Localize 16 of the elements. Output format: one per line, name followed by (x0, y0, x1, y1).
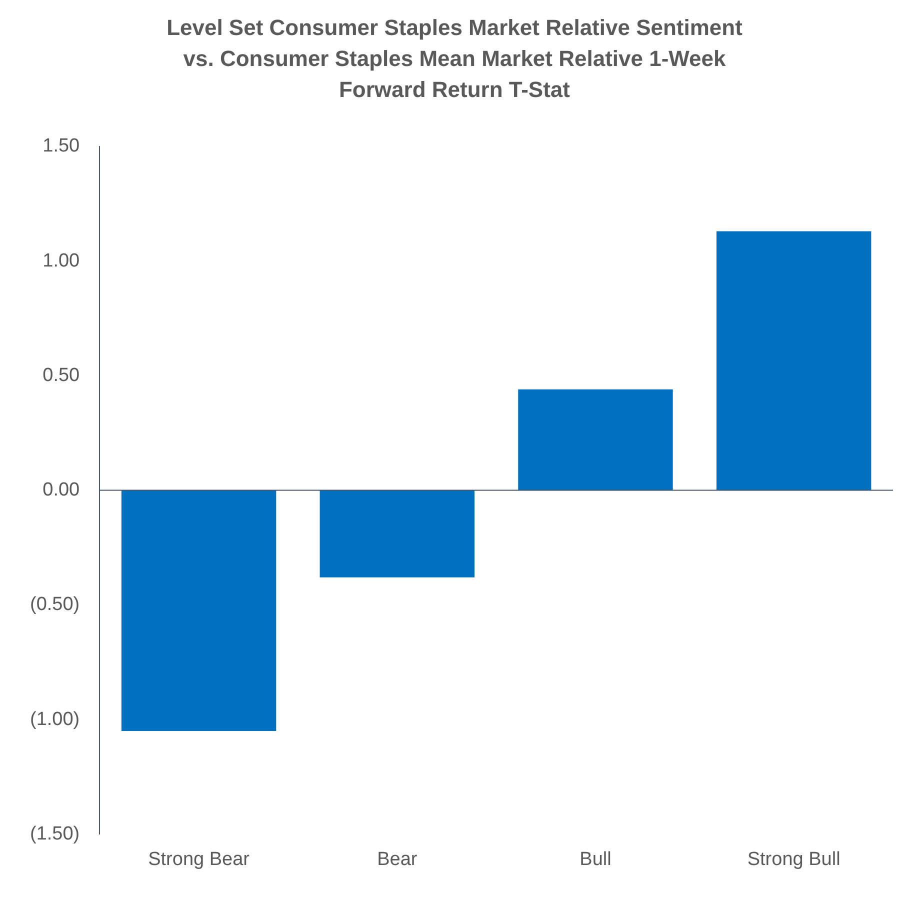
x-tick-label: Strong Bear (148, 848, 250, 870)
y-tick-label: 1.50 (42, 136, 80, 157)
x-tick-label: Bear (377, 848, 418, 870)
y-tick-label: 0.00 (42, 480, 80, 501)
bar (716, 231, 872, 490)
y-tick-label: 1.00 (42, 250, 80, 272)
y-tick-label: (1.00) (30, 708, 80, 730)
x-tick-label: Bull (580, 848, 612, 870)
bar (121, 490, 276, 732)
y-tick-label: 0.50 (42, 364, 80, 386)
bar (320, 490, 474, 578)
y-tick-label: (1.50) (30, 823, 80, 844)
y-tick-label: (0.50) (30, 594, 80, 616)
bar (518, 389, 673, 490)
chart-title: Level Set Consumer Staples Market Relative Sentiment vs. Consumer Staples Mean Market Relative 1-Week Forward Return T-Stat (166, 14, 744, 104)
x-tick-label: Strong Bull (747, 848, 840, 870)
